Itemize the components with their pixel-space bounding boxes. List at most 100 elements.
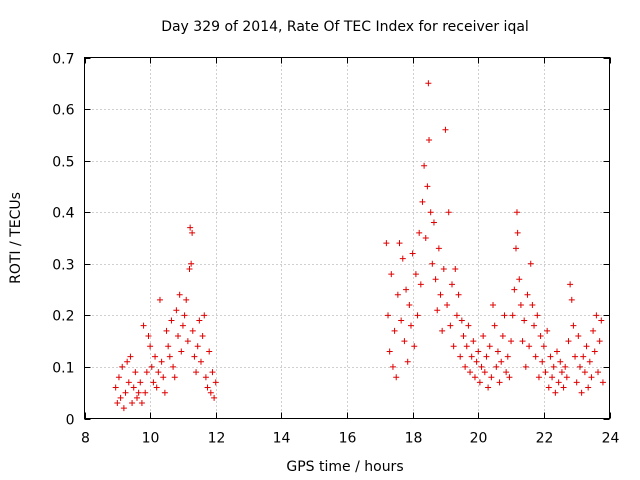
- data-point: [129, 400, 136, 407]
- data-point: [168, 317, 175, 324]
- data-point: [470, 338, 477, 345]
- data-point: [398, 317, 405, 324]
- data-point: [514, 229, 521, 236]
- data-point: [481, 369, 488, 376]
- data-point: [586, 358, 593, 365]
- data-point: [404, 358, 411, 365]
- data-point: [188, 260, 195, 267]
- x-tick-label: 14: [273, 431, 291, 447]
- data-point: [512, 245, 519, 252]
- data-point: [580, 353, 587, 360]
- data-point: [583, 343, 590, 350]
- data-point: [457, 353, 464, 360]
- data-point: [494, 348, 501, 355]
- grid-lines: [84, 57, 610, 419]
- data-point: [567, 281, 574, 288]
- data-point: [565, 338, 572, 345]
- data-point: [467, 369, 474, 376]
- data-point: [465, 322, 472, 329]
- data-point: [206, 348, 213, 355]
- data-point: [434, 307, 441, 314]
- data-point: [501, 312, 508, 319]
- data-point: [493, 363, 500, 370]
- data-point: [161, 389, 168, 396]
- data-point: [117, 394, 124, 401]
- data-point: [211, 394, 218, 401]
- data-point: [135, 389, 142, 396]
- data-point: [463, 343, 470, 350]
- data-point: [595, 369, 602, 376]
- data-point: [401, 338, 408, 345]
- data-point: [145, 332, 152, 339]
- data-point: [590, 327, 597, 334]
- data-point: [201, 312, 208, 319]
- y-tick-label: 0: [66, 413, 75, 429]
- data-point: [593, 312, 600, 319]
- data-point: [475, 348, 482, 355]
- data-point: [444, 302, 451, 309]
- data-point: [519, 338, 526, 345]
- data-point: [419, 198, 426, 205]
- data-point: [509, 312, 516, 319]
- data-point: [394, 291, 401, 298]
- data-point: [542, 369, 549, 376]
- data-point: [534, 312, 541, 319]
- x-axis-ticks: 8 10 12 14 16 18 20 22 24: [81, 57, 620, 447]
- data-point: [124, 358, 131, 365]
- data-point: [204, 384, 211, 391]
- data-point: [581, 369, 588, 376]
- data-point: [453, 312, 460, 319]
- data-point: [152, 353, 159, 360]
- data-point: [170, 363, 177, 370]
- data-point: [184, 338, 191, 345]
- data-point: [140, 322, 147, 329]
- x-tick-label: 24: [602, 431, 620, 447]
- data-point: [531, 322, 538, 329]
- data-point: [178, 348, 185, 355]
- y-tick-label: 0.3: [52, 258, 74, 274]
- data-point: [153, 384, 160, 391]
- data-point: [521, 317, 528, 324]
- data-point: [490, 302, 497, 309]
- data-point: [163, 327, 170, 334]
- data-point: [389, 363, 396, 370]
- data-point: [599, 379, 606, 386]
- data-point: [588, 374, 595, 381]
- data-point: [499, 332, 506, 339]
- data-points: [112, 80, 606, 412]
- data-point: [189, 229, 196, 236]
- data-point: [430, 219, 437, 226]
- data-point: [537, 332, 544, 339]
- data-point: [563, 374, 570, 381]
- data-point: [503, 369, 510, 376]
- data-point: [396, 240, 403, 247]
- data-point: [557, 358, 564, 365]
- x-tick-label: 16: [339, 431, 357, 447]
- data-point: [522, 363, 529, 370]
- data-point: [202, 374, 209, 381]
- y-tick-label: 0.2: [52, 309, 74, 325]
- data-point: [532, 353, 539, 360]
- data-point: [130, 384, 137, 391]
- x-tick-label: 20: [470, 431, 488, 447]
- data-point: [508, 338, 515, 345]
- data-point: [460, 332, 467, 339]
- data-point: [544, 327, 551, 334]
- y-axis-ticks: 0 0.1 0.2 0.3 0.4 0.5 0.6 0.7: [52, 52, 610, 429]
- data-point: [142, 389, 149, 396]
- y-tick-label: 0.7: [52, 52, 74, 68]
- data-point: [452, 265, 459, 272]
- data-point: [407, 322, 414, 329]
- x-tick-label: 10: [142, 431, 160, 447]
- data-point: [585, 384, 592, 391]
- data-point: [196, 317, 203, 324]
- data-point: [386, 348, 393, 355]
- data-point: [516, 276, 523, 283]
- y-axis-label: ROTI / TECUs: [8, 192, 24, 284]
- data-point: [445, 209, 452, 216]
- data-point: [462, 363, 469, 370]
- data-point: [576, 363, 583, 370]
- data-point: [527, 260, 534, 267]
- y-tick-label: 0.6: [52, 103, 74, 119]
